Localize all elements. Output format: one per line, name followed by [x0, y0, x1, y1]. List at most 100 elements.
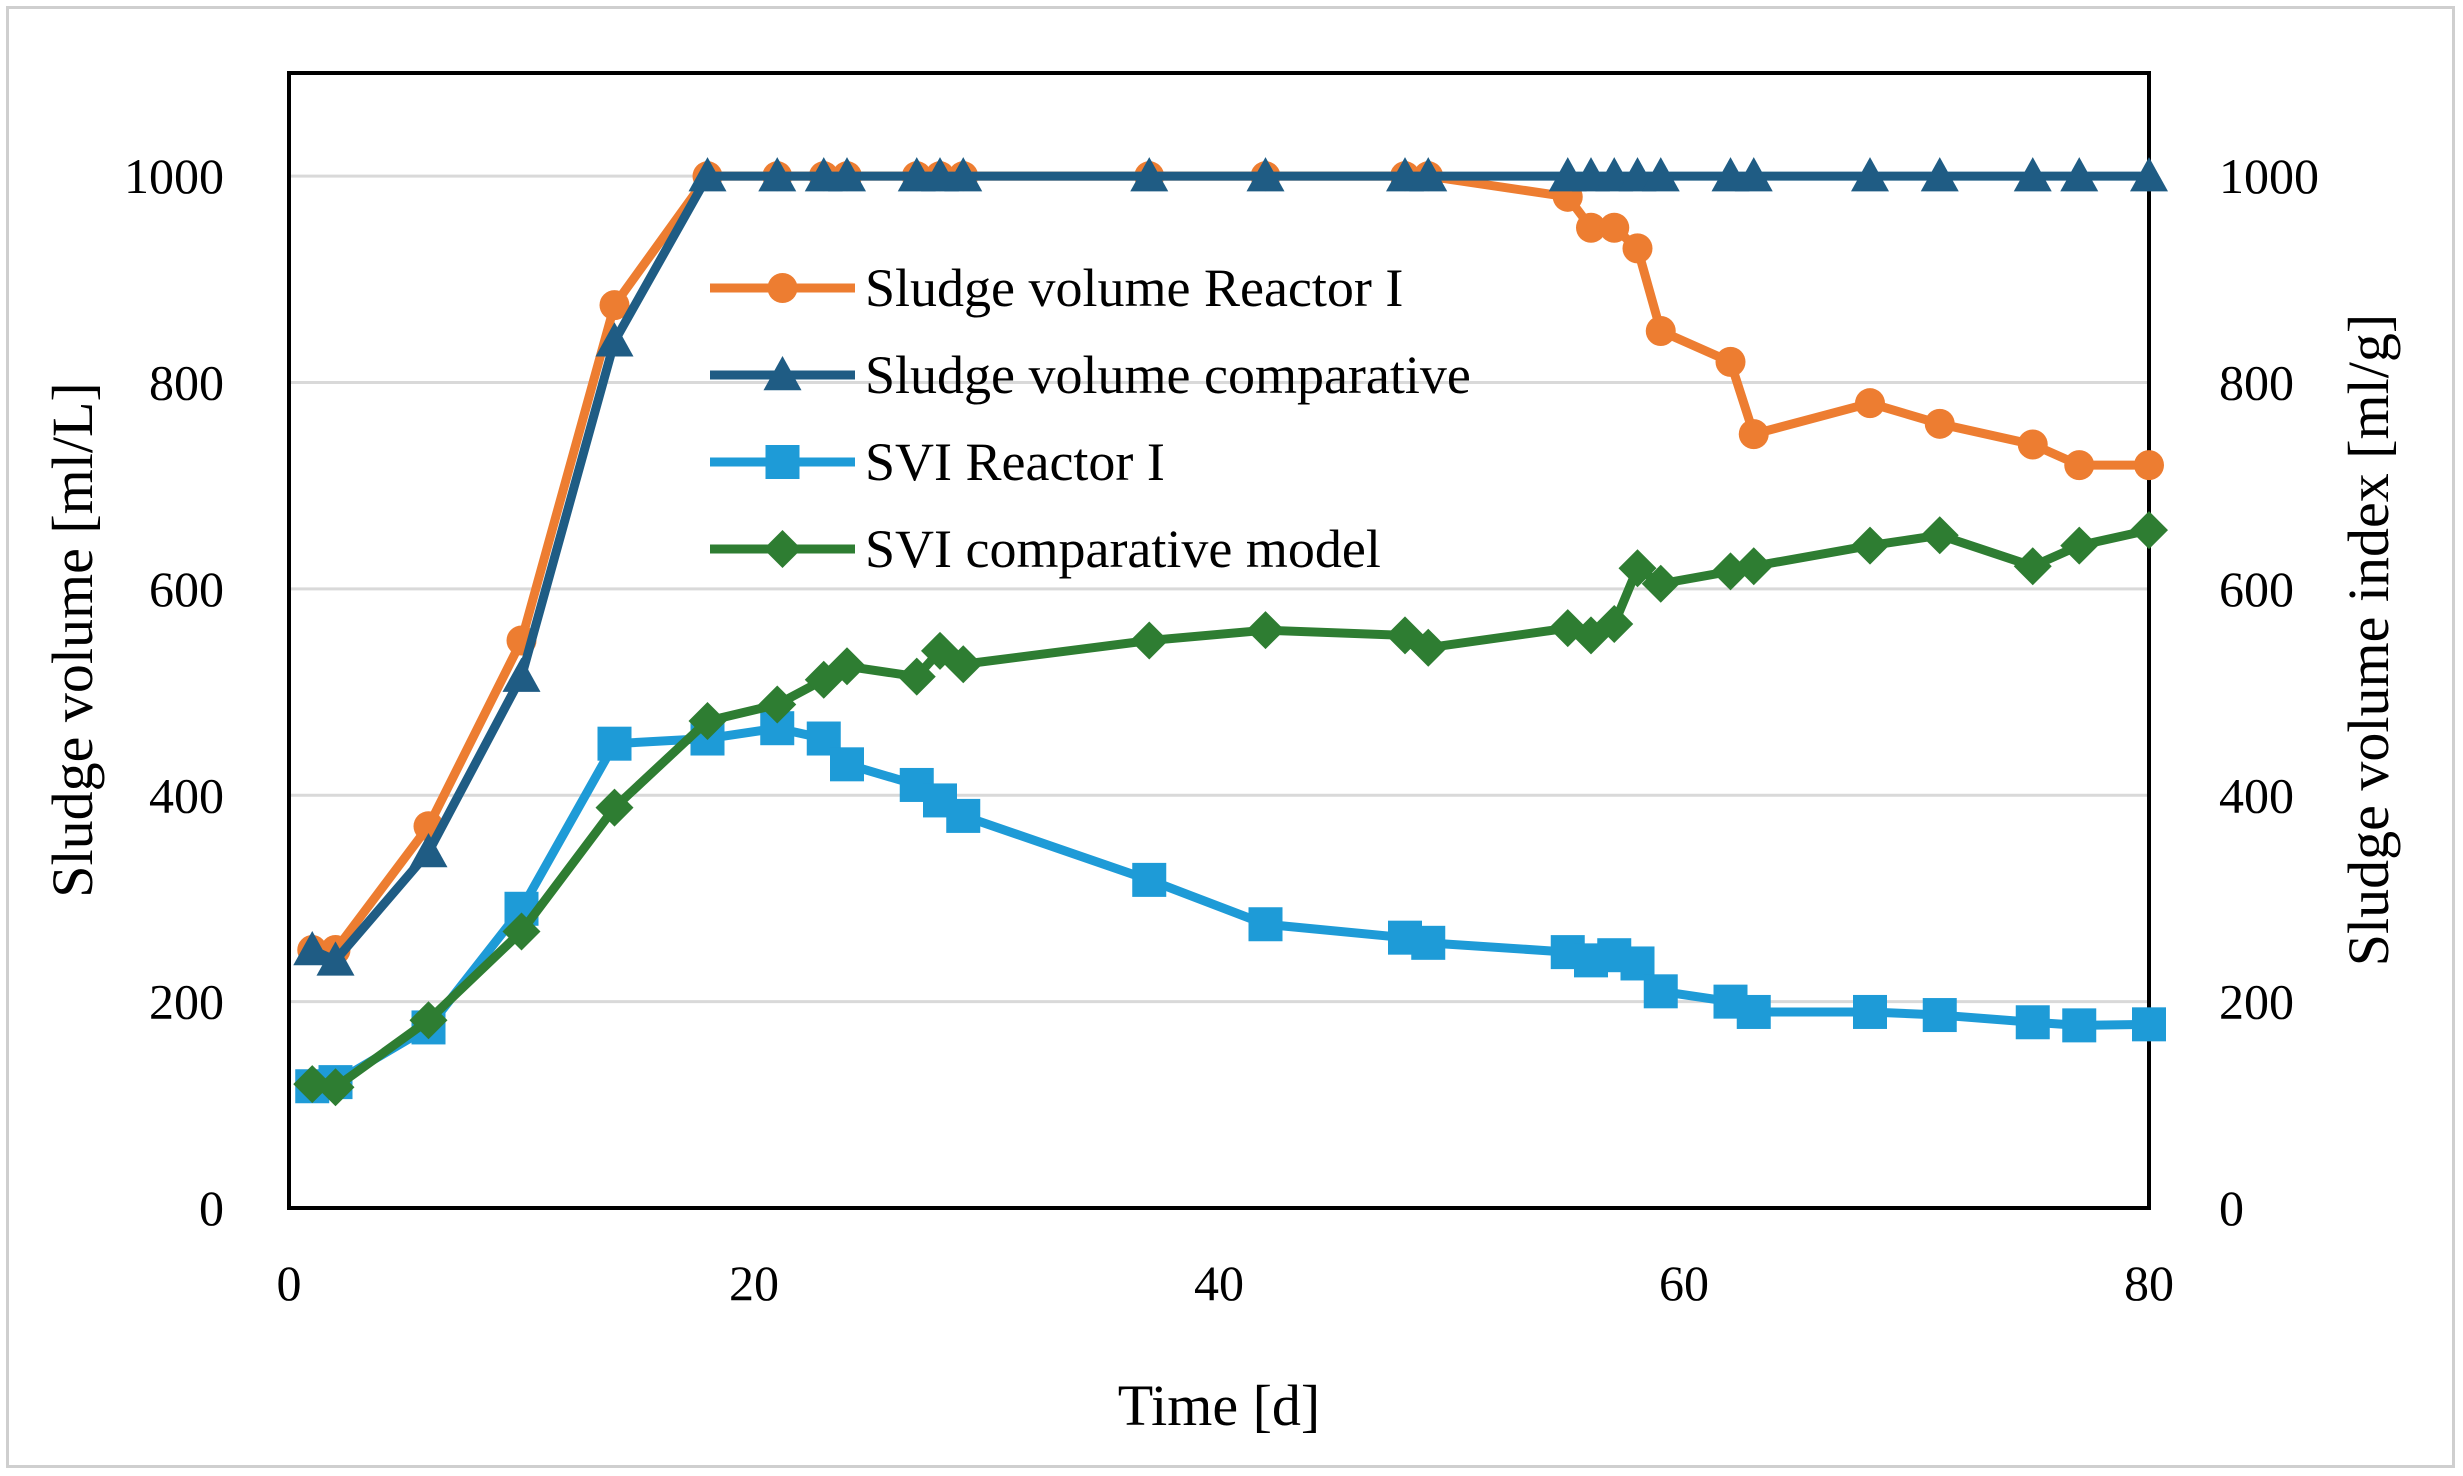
data-point: [2060, 157, 2099, 192]
data-point: [1924, 408, 1955, 439]
series-line: [307, 171, 2154, 965]
y2-tick-label: 600: [2219, 561, 2294, 617]
legend-item: Sludge volume comparative: [710, 345, 1471, 405]
data-point: [1643, 974, 1678, 1009]
data-point: [1736, 994, 1771, 1029]
data-point: [1409, 628, 1448, 667]
data-point: [1599, 212, 1630, 243]
data-point: [409, 833, 448, 868]
data-point: [1734, 157, 1773, 192]
legend: Sludge volume Reactor I Sludge volume com…: [710, 258, 1471, 579]
legend-swatch-marker: [763, 530, 802, 568]
legend-item: Sludge volume Reactor I: [710, 258, 1403, 318]
data-point: [944, 645, 983, 684]
series-line: [307, 525, 2154, 1092]
x-axis-title: Time [d]: [1118, 1373, 1321, 1438]
data-point: [316, 1068, 355, 1107]
data-point: [293, 1065, 332, 1104]
data-point: [1715, 346, 1746, 377]
data-point: [2017, 429, 2048, 460]
legend-swatch-marker: [763, 356, 802, 391]
data-point: [2062, 1008, 2097, 1043]
data-point: [1738, 419, 1769, 450]
data-point: [595, 788, 634, 827]
data-point: [2013, 157, 2052, 192]
legend-item: SVI comparative model: [710, 519, 1381, 579]
data-point: [2130, 157, 2168, 192]
data-point: [502, 657, 541, 692]
y2-tick-label: 400: [2219, 767, 2294, 823]
x-tick-label: 20: [729, 1255, 779, 1311]
data-point: [1853, 994, 1887, 1029]
data-point: [1411, 925, 1446, 960]
data-point: [502, 912, 541, 951]
data-point: [1641, 564, 1680, 603]
x-tick-label: 40: [1194, 1255, 1244, 1311]
y2-tick-label: 1000: [2219, 148, 2319, 204]
chart-frame: [6, 6, 2455, 1468]
legend-swatch-marker: [765, 445, 800, 479]
y-tick-label: 800: [149, 355, 224, 411]
legend-label: SVI Reactor I: [865, 432, 1165, 492]
data-point: [2060, 526, 2099, 565]
data-point: [830, 747, 864, 782]
data-point: [409, 1001, 448, 1040]
legend-label: SVI comparative model: [865, 519, 1381, 579]
y-tick-label: 400: [149, 767, 224, 823]
series-3: [293, 511, 2168, 1107]
data-point: [597, 726, 632, 761]
data-point: [293, 931, 332, 966]
data-point: [1641, 157, 1680, 192]
y-tick-label: 600: [149, 561, 224, 617]
y-tick-label: 200: [149, 974, 224, 1030]
data-point: [828, 647, 866, 686]
data-point: [2064, 450, 2095, 481]
data-point: [1409, 157, 1448, 192]
data-point: [1130, 621, 1169, 660]
data-point: [1130, 157, 1169, 192]
data-point: [595, 322, 634, 357]
series-line: [307, 723, 2154, 1091]
y2-tick-label: 800: [2219, 355, 2294, 411]
data-point: [1645, 315, 1676, 346]
data-point: [2134, 450, 2164, 481]
plot-area-frame: [287, 71, 2151, 1210]
data-point: [1922, 998, 1957, 1033]
data-point: [1576, 212, 1606, 243]
data-point: [688, 701, 727, 740]
data-point: [1246, 611, 1285, 650]
data-point: [1248, 907, 1283, 942]
data-point: [599, 290, 630, 321]
data-point: [897, 657, 936, 696]
data-point: [2130, 511, 2168, 550]
data-point: [1246, 157, 1285, 192]
data-point: [1618, 549, 1657, 588]
data-point: [1734, 547, 1773, 586]
legend-item: SVI Reactor I: [710, 432, 1165, 492]
series-1: [293, 157, 2168, 976]
x-tick-label: 60: [1659, 1255, 1709, 1311]
y-tick-label: 1000: [124, 148, 224, 204]
data-point: [758, 685, 797, 724]
data-point: [2132, 1007, 2166, 1042]
data-point: [1851, 526, 1889, 565]
data-point: [946, 798, 981, 833]
legend-swatch-marker: [767, 273, 798, 303]
data-point: [758, 157, 797, 192]
y2-axis-title: Sludge volume index [ml/g]: [2336, 314, 2401, 966]
data-point: [316, 941, 355, 976]
data-point: [2015, 1005, 2050, 1040]
x-tick-label: 80: [2124, 1255, 2174, 1311]
y-tick-label: 0: [199, 1180, 224, 1236]
data-point: [1595, 604, 1634, 643]
legend-label: Sludge volume Reactor I: [865, 258, 1403, 318]
data-point: [1622, 233, 1653, 264]
tick-labels: 0 200 400 600 800 1000 0 200 400 600 800 1000 0 20 40 6…: [124, 148, 2319, 1311]
y2-tick-label: 200: [2219, 974, 2294, 1030]
series-2: [295, 711, 2166, 1104]
data-point: [944, 157, 983, 192]
data-point: [1920, 157, 1959, 192]
data-point: [1855, 388, 1885, 419]
data-point: [1132, 862, 1167, 897]
